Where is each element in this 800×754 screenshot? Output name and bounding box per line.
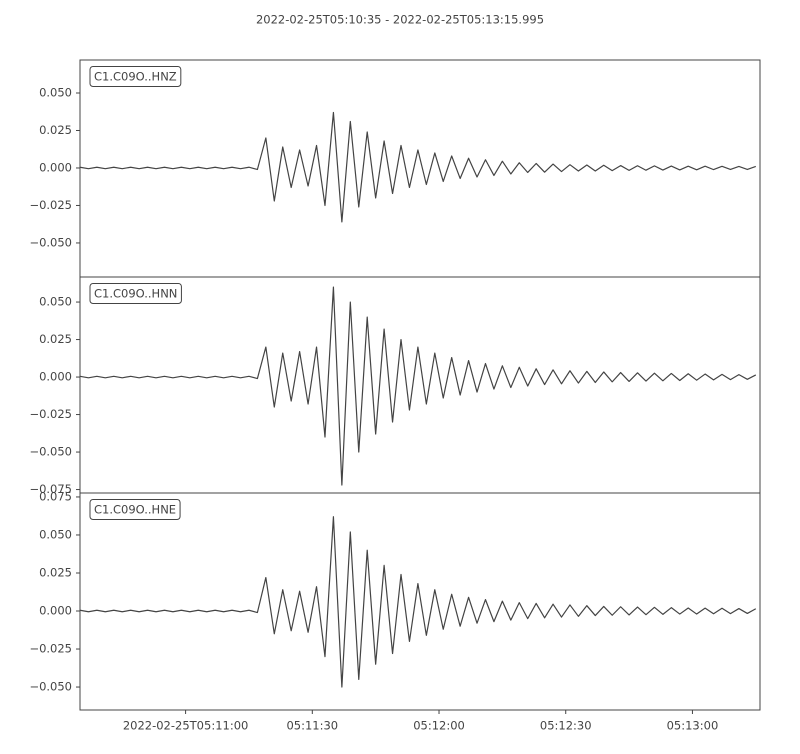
trace-label: C1.C09O..HNN	[94, 287, 177, 301]
x-tick-label: 05:13:00	[667, 719, 719, 733]
y-tick-label: 0.050	[39, 85, 72, 99]
trace-label: C1.C09O..HNZ	[94, 70, 177, 84]
y-tick-label: 0.000	[39, 160, 72, 174]
waveform	[79, 111, 757, 223]
y-tick-label: −0.025	[29, 198, 72, 212]
x-tick-label: 05:12:00	[413, 719, 465, 733]
panel-frame	[79, 59, 761, 278]
y-tick-label: −0.050	[29, 680, 72, 694]
x-tick-label: 05:12:30	[540, 719, 592, 733]
x-tick-label: 05:11:30	[286, 719, 338, 733]
y-tick-label: 0.025	[39, 565, 72, 579]
trace-label-box	[89, 283, 182, 304]
trace-label: C1.C09O..HNE	[94, 503, 176, 517]
x-tick-label: 2022-02-25T05:11:00	[123, 719, 249, 733]
trace-label-box	[89, 66, 182, 87]
y-tick-label: −0.025	[29, 407, 72, 421]
chart-title: 2022-02-25T05:10:35 - 2022-02-25T05:13:1…	[256, 13, 544, 27]
trace-label-box	[89, 499, 181, 520]
y-tick-label: 0.025	[39, 123, 72, 137]
y-tick-label: −0.050	[29, 235, 72, 249]
waveform	[79, 516, 757, 688]
panel-frame	[79, 492, 761, 711]
y-tick-label: 0.050	[39, 527, 72, 541]
waveform	[79, 286, 757, 486]
y-tick-label: −0.050	[29, 445, 72, 459]
y-tick-label: −0.075	[29, 482, 72, 496]
y-tick-label: 0.025	[39, 332, 72, 346]
y-tick-label: 0.000	[39, 604, 72, 618]
y-tick-label: 0.075	[39, 489, 72, 503]
panel-frame	[79, 276, 761, 494]
y-tick-label: 0.050	[39, 295, 72, 309]
y-tick-label: −0.025	[29, 642, 72, 656]
y-tick-label: 0.000	[39, 370, 72, 384]
